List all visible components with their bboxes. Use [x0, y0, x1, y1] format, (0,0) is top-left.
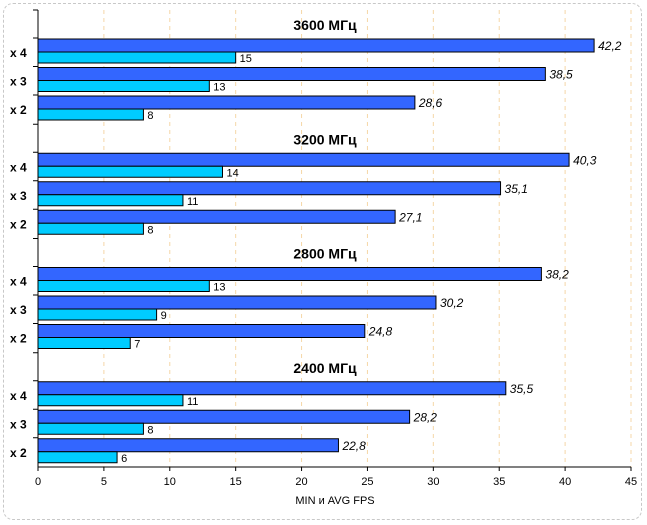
min-bar [37, 165, 223, 178]
min-value-label: 15 [240, 53, 252, 65]
avg-value-label: 42,2 [598, 39, 622, 53]
chart-frame [3, 3, 642, 520]
x-tick-label: 10 [164, 476, 176, 488]
avg-bar [37, 209, 396, 224]
avg-bar [37, 409, 411, 424]
min-value-label: 7 [134, 339, 140, 351]
avg-value-label: 38,2 [545, 268, 569, 282]
min-value-label: 13 [213, 82, 225, 94]
x-tick-label: 40 [559, 476, 571, 488]
min-value-label: 8 [147, 424, 153, 436]
avg-bar [37, 67, 546, 81]
group-title: 2400 МГц [293, 360, 357, 376]
min-value-label: 11 [187, 196, 198, 208]
min-value-label: 6 [121, 453, 127, 465]
category-label: x 3 [10, 303, 27, 317]
avg-bar [37, 267, 542, 281]
min-value-label: 13 [213, 282, 225, 294]
x-tick-label: 25 [361, 476, 373, 488]
category-label: x 3 [10, 75, 27, 89]
category-label: x 4 [10, 389, 27, 403]
category-label: x 2 [10, 332, 27, 346]
avg-value-label: 35,5 [510, 382, 534, 396]
x-tick-label: 20 [295, 476, 307, 488]
avg-value-label: 28,2 [413, 410, 438, 424]
avg-value-label: 40,3 [573, 153, 597, 167]
category-label: x 4 [10, 46, 27, 60]
category-label: x 4 [10, 275, 27, 289]
x-tick-label: 0 [35, 476, 41, 488]
group-title: 3600 МГц [293, 17, 357, 33]
min-bar [37, 308, 158, 321]
avg-value-label: 28,6 [418, 96, 443, 110]
x-tick-label: 30 [427, 476, 439, 488]
avg-value-label: 22,8 [341, 439, 366, 453]
avg-bar [37, 324, 366, 338]
min-bar [37, 280, 210, 292]
group-title: 2800 МГц [293, 246, 357, 262]
min-bar [37, 51, 237, 64]
category-label: x 3 [10, 189, 27, 203]
x-axis-title: MIN и AVG FPS [295, 495, 374, 507]
x-tick-label: 5 [101, 476, 107, 488]
group-title: 3200 МГц [293, 131, 357, 147]
category-label: x 4 [10, 160, 27, 174]
category-label: x 2 [10, 217, 27, 231]
min-bar [37, 337, 131, 349]
min-bar [37, 451, 118, 464]
min-value-label: 11 [187, 396, 198, 408]
avg-value-label: 27,1 [398, 210, 422, 224]
avg-bar [37, 295, 437, 310]
min-value-label: 8 [147, 110, 153, 122]
avg-bar [37, 95, 416, 110]
category-label: x 2 [10, 446, 27, 460]
x-tick-label: 45 [625, 476, 637, 488]
avg-bar [37, 152, 570, 167]
avg-bar [37, 38, 595, 53]
avg-value-label: 24,8 [368, 325, 393, 339]
min-bar [37, 108, 144, 121]
min-bar [37, 222, 144, 235]
min-bar [37, 80, 210, 92]
category-label: x 3 [10, 417, 27, 431]
min-bar [37, 394, 184, 407]
avg-value-label: 38,5 [549, 68, 573, 82]
avg-value-label: 30,2 [440, 296, 464, 310]
min-bar [37, 194, 184, 207]
min-value-label: 8 [147, 224, 153, 236]
x-tick-label: 15 [230, 476, 242, 488]
x-tick-label: 35 [493, 476, 505, 488]
min-value-label: 14 [226, 167, 238, 179]
avg-bar [37, 181, 502, 196]
avg-bar [37, 438, 339, 453]
min-value-label: 9 [161, 310, 167, 322]
category-label: x 2 [10, 103, 27, 117]
avg-bar [37, 381, 507, 396]
avg-value-label: 35,1 [505, 182, 528, 196]
min-bar [37, 422, 144, 435]
